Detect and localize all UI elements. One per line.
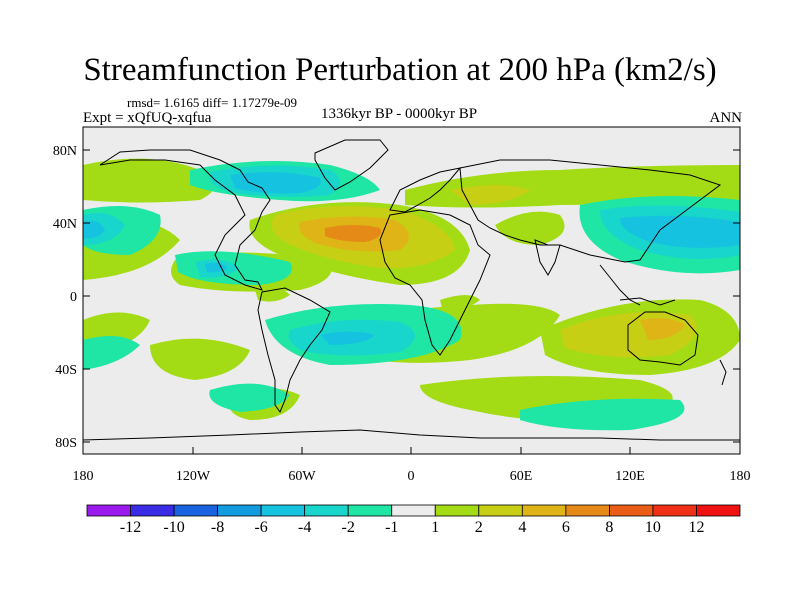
lon-label-0: 0 xyxy=(408,469,415,484)
colorbar xyxy=(86,504,741,517)
streamfunction-field xyxy=(83,158,740,431)
plot-title: Streamfunction Perturbation at 200 hPa (… xyxy=(83,52,717,88)
lat-label-40s: 40S xyxy=(55,363,77,378)
lon-label-120e: 120E xyxy=(615,469,645,484)
colorbar-label: 10 xyxy=(645,519,661,536)
colorbar-label: -2 xyxy=(342,519,355,536)
colorbar-label: -1 xyxy=(385,519,398,536)
lat-label-80n: 80N xyxy=(53,144,77,159)
colorbar-label: 1 xyxy=(431,519,439,536)
colorbar-swatch xyxy=(434,504,480,517)
colorbar-label: 2 xyxy=(475,519,483,536)
colorbar-label: -4 xyxy=(298,519,311,536)
colorbar-swatch xyxy=(652,504,697,517)
colorbar-label: 12 xyxy=(688,519,704,536)
colorbar-label: 6 xyxy=(562,519,570,536)
contour-level-minus4 xyxy=(83,172,740,345)
colorbar-label: -8 xyxy=(211,519,224,536)
colorbar-swatch xyxy=(173,504,218,517)
lat-label-80s: 80S xyxy=(55,436,77,451)
lon-label-180e: 180 xyxy=(730,469,751,484)
lat-label-40n: 40N xyxy=(53,217,77,232)
colorbar-swatch xyxy=(696,504,741,517)
colorbar-swatch xyxy=(260,504,306,517)
colorbar-label: 8 xyxy=(605,519,613,536)
colorbar-label: -10 xyxy=(163,519,184,536)
colorbar-label: -6 xyxy=(254,519,267,536)
colorbar-swatch xyxy=(478,504,523,517)
colorbar-swatch xyxy=(130,504,175,517)
colorbar-swatch xyxy=(86,504,131,517)
lat-label-eq: 0 xyxy=(70,290,77,305)
lat-ticks xyxy=(83,149,740,443)
lon-label-180w: 180 xyxy=(73,469,94,484)
stats-text: rmsd= 1.6165 diff= 1.17279e-09 xyxy=(127,95,298,110)
lon-label-120w: 120W xyxy=(176,469,211,484)
coastlines xyxy=(83,139,740,441)
colorbar-swatch xyxy=(217,504,262,517)
colorbar-swatch xyxy=(391,504,436,517)
season-label: ANN xyxy=(709,110,743,126)
contour-level-8 xyxy=(325,225,381,242)
colorbar-swatch xyxy=(521,504,567,517)
lon-label-60e: 60E xyxy=(510,469,533,484)
colorbar-swatch xyxy=(565,504,610,517)
colorbar-swatch xyxy=(609,504,654,517)
map-panel: 80N 40N 0 40S 80S 180 120W 60W 0 60E 120… xyxy=(53,126,751,484)
experiment-label: Expt = xQfUQ-xqfua xyxy=(83,110,212,126)
colorbar-labels: -12 -10 -8 -6 -4 -2 -1 1 2 4 6 8 10 12 xyxy=(120,519,705,536)
colorbar-label: 4 xyxy=(518,519,526,536)
period-label: 1336kyr BP - 0000kyr BP xyxy=(321,106,478,122)
colorbar-label: -12 xyxy=(120,519,141,536)
lon-label-60w: 60W xyxy=(288,469,316,484)
colorbar-swatch xyxy=(347,504,393,517)
lon-ticks xyxy=(192,447,631,454)
colorbar-swatch xyxy=(304,504,349,517)
